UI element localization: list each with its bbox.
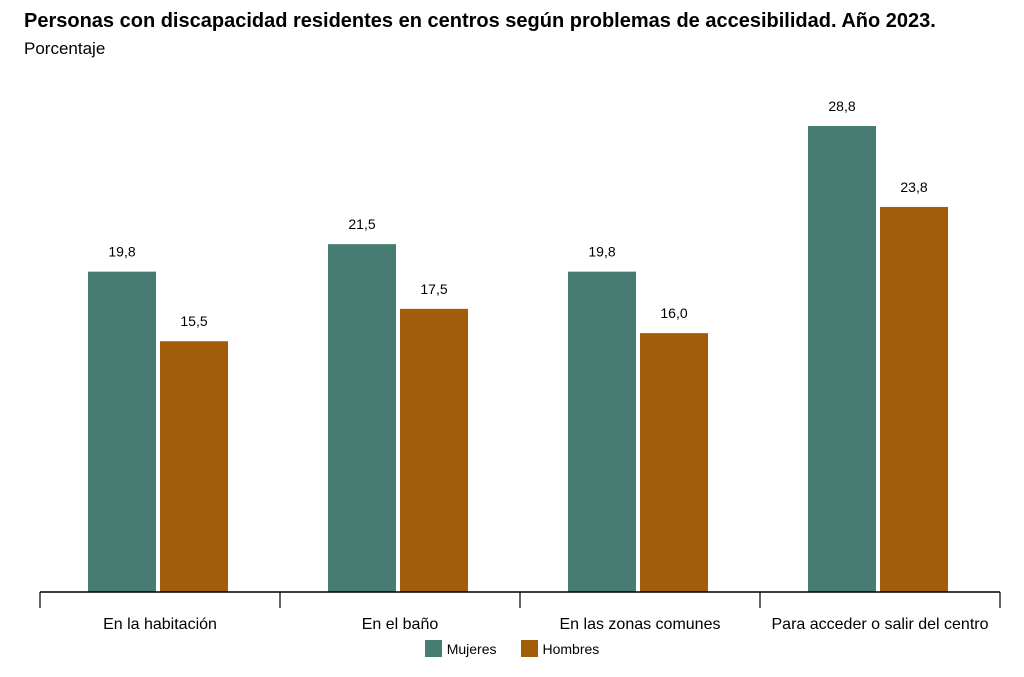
data-label-hombres-0: 15,5 [180,313,207,329]
category-label-0: En la habitación [103,616,217,633]
category-label-2: En las zonas comunes [560,616,721,633]
data-label-hombres-2: 16,0 [660,305,687,321]
data-label-mujeres-2: 19,8 [588,244,615,260]
category-label-3: Para acceder o salir del centro [772,616,989,633]
legend-swatch-mujeres [424,640,442,657]
bar-hombres-3 [880,206,948,592]
bar-mujeres-3 [808,126,876,593]
legend-label-mujeres: Mujeres [446,640,497,657]
legend-item-mujeres: Mujeres [424,640,497,657]
chart-title: Personas con discapacidad residentes en … [24,10,936,32]
data-label-mujeres-3: 28,8 [828,98,855,114]
bar-mujeres-1 [328,244,396,592]
category-label-1: En el baño [362,616,439,633]
data-label-hombres-3: 23,8 [900,179,927,195]
data-label-hombres-1: 17,5 [420,281,447,297]
legend-label-hombres: Hombres [542,640,600,657]
legend-swatch-hombres [520,640,538,657]
data-label-mujeres-0: 19,8 [108,244,135,260]
bar-hombres-0 [160,341,228,592]
legend-item-hombres: Hombres [520,640,600,657]
bar-hombres-1 [400,308,468,592]
legend: Mujeres Hombres [0,640,1024,657]
bar-mujeres-2 [568,271,636,592]
data-label-mujeres-1: 21,5 [348,216,375,232]
bar-mujeres-0 [88,271,156,592]
chart-subtitle: Porcentaje [24,39,106,58]
bar-hombres-2 [640,333,708,592]
